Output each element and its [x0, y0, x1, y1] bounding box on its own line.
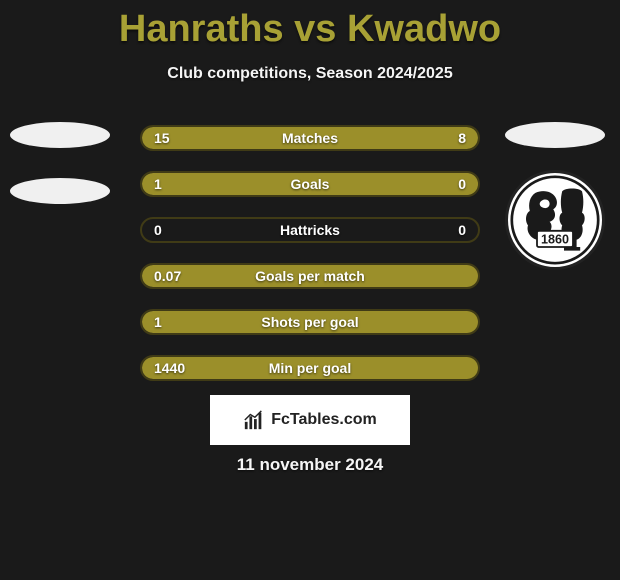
- brand-label: FcTables.com: [271, 411, 377, 429]
- stat-row: 15 8 Matches: [140, 125, 480, 151]
- stat-row: 1440 Min per goal: [140, 355, 480, 381]
- stat-label: Goals: [291, 176, 330, 192]
- stat-label: Matches: [282, 130, 338, 146]
- club-badge-1860: 1860: [505, 170, 605, 270]
- stat-label: Shots per goal: [261, 314, 358, 330]
- stats-bars: 15 8 Matches 1 0 Goals 0 0 Hattricks 0.07 Goals pe…: [140, 125, 480, 401]
- stat-value-left: 1440: [154, 360, 185, 376]
- stat-value-left: 1: [154, 314, 162, 330]
- stat-row: 0 0 Hattricks: [140, 217, 480, 243]
- stat-value-left: 0.07: [154, 268, 181, 284]
- stat-row: 0.07 Goals per match: [140, 263, 480, 289]
- stat-value-left: 15: [154, 130, 170, 146]
- right-logos: 1860: [500, 122, 610, 270]
- player-logo-placeholder: [10, 122, 110, 148]
- subtitle: Club competitions, Season 2024/2025: [0, 65, 620, 83]
- brand-box[interactable]: FcTables.com: [210, 395, 410, 445]
- stat-value-left: 1: [154, 176, 162, 192]
- club-logo-placeholder: [10, 178, 110, 204]
- page-title: Hanraths vs Kwadwo: [0, 0, 620, 51]
- left-logos: [10, 122, 110, 204]
- stat-bar-right: [407, 173, 478, 195]
- stat-value-right: 0: [458, 222, 466, 238]
- stat-value-right: 0: [458, 176, 466, 192]
- stat-label: Goals per match: [255, 268, 365, 284]
- stat-row: 1 0 Goals: [140, 171, 480, 197]
- bar-chart-icon: [243, 409, 265, 431]
- player-logo-placeholder: [505, 122, 605, 148]
- stat-value-left: 0: [154, 222, 162, 238]
- stat-label: Min per goal: [269, 360, 351, 376]
- badge-year: 1860: [541, 232, 569, 246]
- comparison-card: Hanraths vs Kwadwo Club competitions, Se…: [0, 0, 620, 580]
- stat-value-right: 8: [458, 130, 466, 146]
- stat-label: Hattricks: [280, 222, 340, 238]
- date-line: 11 november 2024: [237, 455, 383, 475]
- stat-row: 1 Shots per goal: [140, 309, 480, 335]
- lion-crest-icon: 1860: [510, 175, 600, 265]
